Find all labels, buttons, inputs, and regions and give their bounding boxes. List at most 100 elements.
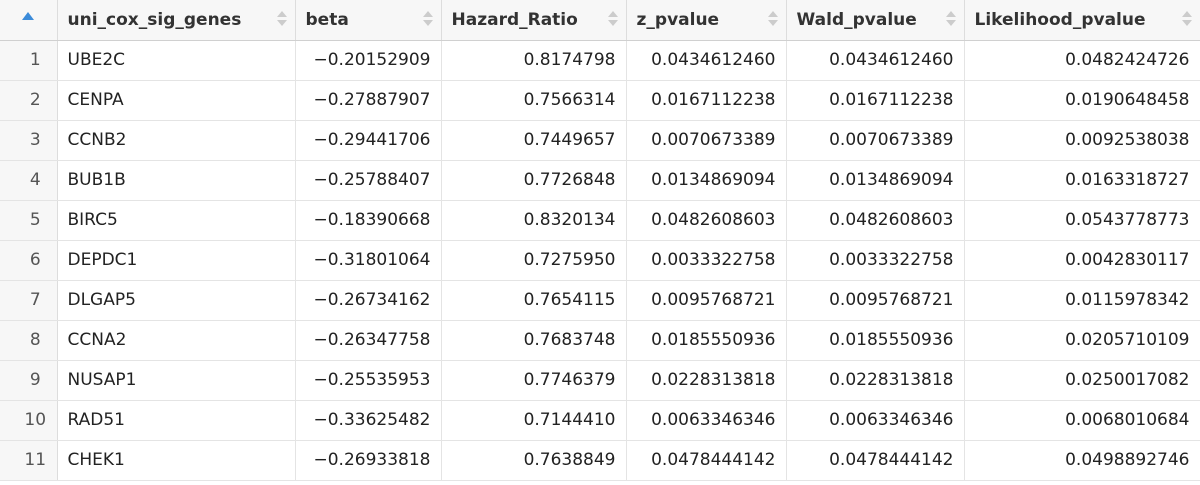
hazard-ratio-cell: 0.7726848 xyxy=(441,160,627,201)
likelihood-pvalue-cell: 0.0543778773 xyxy=(964,200,1200,241)
hazard-ratio-cell: 0.7449657 xyxy=(441,120,627,161)
table-row: 4 BUB1B −0.25788407 0.7726848 0.0134869094 0.… xyxy=(0,160,1200,201)
hazard-ratio-cell: 0.7683748 xyxy=(441,320,627,361)
likelihood-pvalue-cell: 0.0498892746 xyxy=(964,440,1200,481)
row-number: 8 xyxy=(0,320,58,361)
wald-pvalue-cell: 0.0095768721 xyxy=(786,280,965,321)
beta-cell: −0.26933818 xyxy=(295,440,442,481)
z-pvalue-cell: 0.0478444142 xyxy=(626,440,787,481)
z-pvalue-cell: 0.0095768721 xyxy=(626,280,787,321)
likelihood-pvalue-cell: 0.0205710109 xyxy=(964,320,1200,361)
z-pvalue-cell: 0.0434612460 xyxy=(626,40,787,81)
column-header-label: uni_cox_sig_genes xyxy=(67,9,242,30)
table-row: 11 CHEK1 −0.26933818 0.7638849 0.0478444142 0… xyxy=(0,440,1200,481)
beta-cell: −0.27887907 xyxy=(295,80,442,121)
header-row: uni_cox_sig_genes beta Hazard_Ratio z_pv… xyxy=(0,0,1200,41)
column-header-label: Likelihood_pvalue xyxy=(974,9,1146,30)
column-header-hazard-ratio[interactable]: Hazard_Ratio xyxy=(441,0,627,41)
beta-cell: −0.31801064 xyxy=(295,240,442,281)
hazard-ratio-cell: 0.7566314 xyxy=(441,80,627,121)
column-header-rownames[interactable] xyxy=(0,0,58,41)
beta-cell: −0.29441706 xyxy=(295,120,442,161)
sort-icon xyxy=(1181,9,1192,29)
table-row: 1 UBE2C −0.20152909 0.8174798 0.0434612460 0.… xyxy=(0,40,1200,81)
column-header-wald-pvalue[interactable]: Wald_pvalue xyxy=(786,0,965,41)
column-header-label: z_pvalue xyxy=(636,9,720,30)
z-pvalue-cell: 0.0033322758 xyxy=(626,240,787,281)
wald-pvalue-cell: 0.0070673389 xyxy=(786,120,965,161)
sort-icon xyxy=(276,9,287,29)
wald-pvalue-cell: 0.0033322758 xyxy=(786,240,965,281)
table-row: 2 CENPA −0.27887907 0.7566314 0.0167112238 0.… xyxy=(0,80,1200,121)
gene-name-cell: CCNB2 xyxy=(57,120,296,161)
beta-cell: −0.33625482 xyxy=(295,400,442,441)
gene-name-cell: RAD51 xyxy=(57,400,296,441)
column-header-label: beta xyxy=(305,9,349,30)
likelihood-pvalue-cell: 0.0042830117 xyxy=(964,240,1200,281)
likelihood-pvalue-cell: 0.0068010684 xyxy=(964,400,1200,441)
z-pvalue-cell: 0.0134869094 xyxy=(626,160,787,201)
z-pvalue-cell: 0.0482608603 xyxy=(626,200,787,241)
sort-icon xyxy=(607,9,618,29)
sort-ascending-icon xyxy=(22,12,35,20)
hazard-ratio-cell: 0.8320134 xyxy=(441,200,627,241)
gene-name-cell: NUSAP1 xyxy=(57,360,296,401)
likelihood-pvalue-cell: 0.0115978342 xyxy=(964,280,1200,321)
beta-cell: −0.25535953 xyxy=(295,360,442,401)
likelihood-pvalue-cell: 0.0250017082 xyxy=(964,360,1200,401)
hazard-ratio-cell: 0.8174798 xyxy=(441,40,627,81)
row-number: 7 xyxy=(0,280,58,321)
column-header-z-pvalue[interactable]: z_pvalue xyxy=(626,0,787,41)
z-pvalue-cell: 0.0228313818 xyxy=(626,360,787,401)
row-number: 5 xyxy=(0,200,58,241)
row-number: 11 xyxy=(0,440,58,481)
sort-icon xyxy=(945,9,956,29)
table-row: 9 NUSAP1 −0.25535953 0.7746379 0.0228313818 0… xyxy=(0,360,1200,401)
wald-pvalue-cell: 0.0228313818 xyxy=(786,360,965,401)
hazard-ratio-cell: 0.7654115 xyxy=(441,280,627,321)
wald-pvalue-cell: 0.0185550936 xyxy=(786,320,965,361)
hazard-ratio-cell: 0.7638849 xyxy=(441,440,627,481)
beta-cell: −0.25788407 xyxy=(295,160,442,201)
table-row: 7 DLGAP5 −0.26734162 0.7654115 0.0095768721 0… xyxy=(0,280,1200,321)
column-header-label: Wald_pvalue xyxy=(796,9,917,30)
hazard-ratio-cell: 0.7275950 xyxy=(441,240,627,281)
z-pvalue-cell: 0.0063346346 xyxy=(626,400,787,441)
row-number: 10 xyxy=(0,400,58,441)
wald-pvalue-cell: 0.0478444142 xyxy=(786,440,965,481)
row-number: 1 xyxy=(0,40,58,81)
gene-name-cell: DLGAP5 xyxy=(57,280,296,321)
gene-name-cell: DEPDC1 xyxy=(57,240,296,281)
table-row: 10 RAD51 −0.33625482 0.7144410 0.0063346346 0… xyxy=(0,400,1200,441)
table-row: 6 DEPDC1 −0.31801064 0.7275950 0.0033322758 0… xyxy=(0,240,1200,281)
table-row: 3 CCNB2 −0.29441706 0.7449657 0.0070673389 0.… xyxy=(0,120,1200,161)
column-header-likelihood-pvalue[interactable]: Likelihood_pvalue xyxy=(964,0,1200,41)
gene-name-cell: BUB1B xyxy=(57,160,296,201)
likelihood-pvalue-cell: 0.0190648458 xyxy=(964,80,1200,121)
likelihood-pvalue-cell: 0.0482424726 xyxy=(964,40,1200,81)
gene-name-cell: BIRC5 xyxy=(57,200,296,241)
likelihood-pvalue-cell: 0.0092538038 xyxy=(964,120,1200,161)
beta-cell: −0.20152909 xyxy=(295,40,442,81)
row-number: 9 xyxy=(0,360,58,401)
likelihood-pvalue-cell: 0.0163318727 xyxy=(964,160,1200,201)
column-header-beta[interactable]: beta xyxy=(295,0,442,41)
column-header-uni-cox-sig-genes[interactable]: uni_cox_sig_genes xyxy=(57,0,296,41)
z-pvalue-cell: 0.0185550936 xyxy=(626,320,787,361)
z-pvalue-cell: 0.0070673389 xyxy=(626,120,787,161)
table-row: 5 BIRC5 −0.18390668 0.8320134 0.0482608603 0.… xyxy=(0,200,1200,241)
row-number: 6 xyxy=(0,240,58,281)
gene-name-cell: CENPA xyxy=(57,80,296,121)
hazard-ratio-cell: 0.7746379 xyxy=(441,360,627,401)
z-pvalue-cell: 0.0167112238 xyxy=(626,80,787,121)
beta-cell: −0.26734162 xyxy=(295,280,442,321)
table-body: 1 UBE2C −0.20152909 0.8174798 0.0434612460 0.… xyxy=(0,40,1200,481)
row-number: 3 xyxy=(0,120,58,161)
beta-cell: −0.18390668 xyxy=(295,200,442,241)
table-row: 8 CCNA2 −0.26347758 0.7683748 0.0185550936 0.… xyxy=(0,320,1200,361)
row-number: 2 xyxy=(0,80,58,121)
sort-icon xyxy=(422,9,433,29)
sort-icon xyxy=(767,9,778,29)
